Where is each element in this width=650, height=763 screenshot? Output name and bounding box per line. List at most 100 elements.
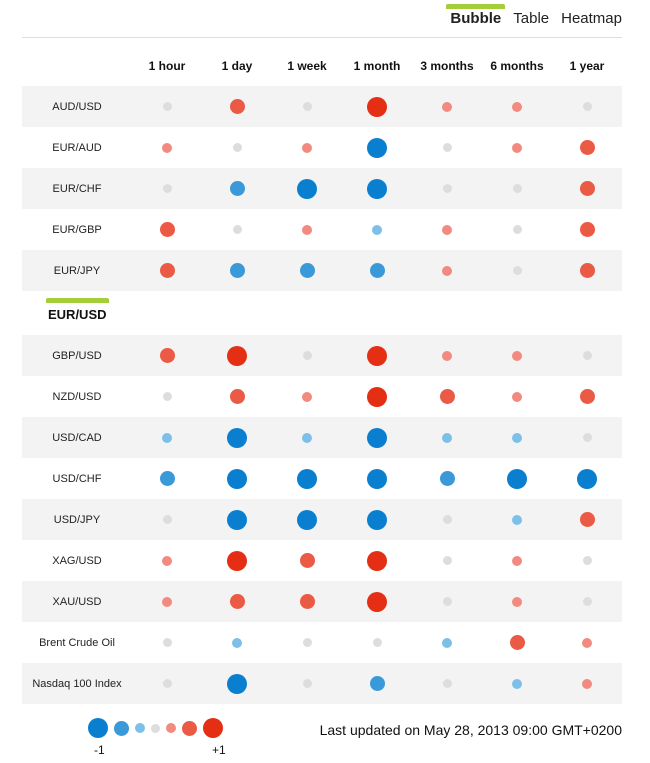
correlation-bubble-xag-usd-1-day[interactable]: [227, 550, 247, 571]
correlation-bubble-eur-gbp-6-months[interactable]: [512, 225, 522, 234]
correlation-bubble-brent-crude-oil-1-year[interactable]: [582, 637, 592, 648]
correlation-bubble-brent-crude-oil-1-month[interactable]: [372, 638, 382, 647]
correlation-bubble-nzd-usd-1-week[interactable]: [302, 391, 312, 402]
correlation-bubble-eur-chf-1-week[interactable]: [297, 178, 317, 199]
correlation-bubble-aud-usd-6-months[interactable]: [512, 101, 522, 112]
pair-label[interactable]: EUR/AUD: [52, 141, 102, 154]
column-6-months[interactable]: 6 months: [490, 59, 544, 73]
correlation-bubble-xau-usd-1-year[interactable]: [582, 597, 592, 606]
correlation-bubble-eur-aud-1-hour[interactable]: [162, 142, 172, 153]
correlation-bubble-usd-cad-1-month[interactable]: [367, 427, 387, 448]
correlation-bubble-usd-jpy-1-month[interactable]: [367, 509, 387, 530]
correlation-bubble-usd-jpy-1-day[interactable]: [227, 509, 247, 530]
correlation-bubble-eur-jpy-1-month[interactable]: [369, 263, 385, 278]
correlation-bubble-eur-gbp-1-year[interactable]: [579, 222, 595, 237]
correlation-bubble-usd-chf-1-week[interactable]: [297, 468, 317, 489]
correlation-bubble-eur-gbp-3-months[interactable]: [442, 224, 452, 235]
correlation-bubble-usd-cad-3-months[interactable]: [442, 432, 452, 443]
correlation-bubble-gbp-usd-6-months[interactable]: [512, 350, 522, 361]
correlation-bubble-xau-usd-1-week[interactable]: [299, 594, 315, 609]
correlation-bubble-nzd-usd-6-months[interactable]: [512, 391, 522, 402]
correlation-bubble-gbp-usd-1-year[interactable]: [582, 351, 592, 360]
correlation-bubble-nzd-usd-1-month[interactable]: [367, 386, 387, 407]
correlation-bubble-eur-jpy-3-months[interactable]: [442, 265, 452, 276]
correlation-bubble-eur-chf-1-day[interactable]: [229, 181, 245, 196]
correlation-bubble-xag-usd-1-week[interactable]: [299, 553, 315, 568]
correlation-bubble-eur-gbp-1-week[interactable]: [302, 224, 312, 235]
correlation-bubble-aud-usd-1-year[interactable]: [582, 102, 592, 111]
pair-label[interactable]: GBP/USD: [52, 349, 102, 362]
column-1-hour[interactable]: 1 hour: [148, 59, 186, 73]
column-1-week[interactable]: 1 week: [287, 59, 327, 73]
correlation-bubble-usd-chf-3-months[interactable]: [439, 471, 455, 486]
correlation-bubble-aud-usd-3-months[interactable]: [442, 101, 452, 112]
pair-label[interactable]: USD/CAD: [52, 431, 102, 444]
correlation-bubble-eur-aud-1-week[interactable]: [302, 142, 312, 153]
correlation-bubble-xau-usd-1-hour[interactable]: [162, 596, 172, 607]
correlation-bubble-usd-chf-6-months[interactable]: [507, 468, 527, 489]
correlation-bubble-usd-cad-1-day[interactable]: [227, 427, 247, 448]
correlation-bubble-xau-usd-1-day[interactable]: [229, 594, 245, 609]
correlation-bubble-gbp-usd-1-day[interactable]: [227, 345, 247, 366]
correlation-bubble-eur-aud-3-months[interactable]: [442, 143, 452, 152]
correlation-bubble-aud-usd-1-day[interactable]: [229, 99, 245, 114]
correlation-bubble-eur-chf-3-months[interactable]: [442, 184, 452, 193]
correlation-bubble-eur-chf-6-months[interactable]: [512, 184, 522, 193]
correlation-bubble-usd-chf-1-day[interactable]: [227, 468, 247, 489]
correlation-bubble-nasdaq-100-index-1-year[interactable]: [582, 678, 592, 689]
pair-label[interactable]: USD/JPY: [53, 513, 101, 526]
correlation-bubble-aud-usd-1-week[interactable]: [302, 102, 312, 111]
correlation-bubble-eur-jpy-6-months[interactable]: [512, 266, 522, 275]
column-1-month[interactable]: 1 month: [353, 59, 401, 73]
correlation-bubble-nasdaq-100-index-1-month[interactable]: [369, 676, 385, 691]
correlation-bubble-brent-crude-oil-6-months[interactable]: [509, 635, 525, 650]
correlation-bubble-usd-jpy-1-week[interactable]: [297, 509, 317, 530]
correlation-bubble-usd-jpy-1-year[interactable]: [579, 512, 595, 527]
column-1-year[interactable]: 1 year: [569, 59, 605, 73]
pair-label[interactable]: EUR/CHF: [52, 182, 102, 195]
correlation-bubble-usd-jpy-3-months[interactable]: [442, 515, 452, 524]
correlation-bubble-brent-crude-oil-1-week[interactable]: [302, 638, 312, 647]
pair-label[interactable]: XAU/USD: [52, 595, 102, 608]
column-1-day[interactable]: 1 day: [221, 59, 253, 73]
correlation-bubble-gbp-usd-1-hour[interactable]: [159, 348, 175, 363]
correlation-bubble-nzd-usd-1-day[interactable]: [229, 389, 245, 404]
correlation-bubble-gbp-usd-1-month[interactable]: [367, 345, 387, 366]
correlation-bubble-eur-gbp-1-day[interactable]: [232, 225, 242, 234]
correlation-bubble-usd-cad-1-week[interactable]: [302, 432, 312, 443]
correlation-bubble-eur-chf-1-hour[interactable]: [162, 184, 172, 193]
correlation-bubble-gbp-usd-1-week[interactable]: [302, 351, 312, 360]
correlation-bubble-nasdaq-100-index-1-day[interactable]: [227, 673, 247, 694]
correlation-bubble-eur-chf-1-month[interactable]: [367, 178, 387, 199]
correlation-bubble-brent-crude-oil-3-months[interactable]: [442, 637, 452, 648]
correlation-bubble-xag-usd-3-months[interactable]: [442, 556, 452, 565]
correlation-bubble-nzd-usd-3-months[interactable]: [439, 389, 455, 404]
correlation-bubble-eur-gbp-1-month[interactable]: [372, 224, 382, 235]
correlation-bubble-eur-aud-1-month[interactable]: [367, 137, 387, 158]
correlation-bubble-eur-aud-1-day[interactable]: [232, 143, 242, 152]
correlation-bubble-brent-crude-oil-1-day[interactable]: [232, 637, 242, 648]
correlation-bubble-eur-jpy-1-hour[interactable]: [159, 263, 175, 278]
correlation-bubble-nzd-usd-1-hour[interactable]: [162, 392, 172, 401]
correlation-bubble-eur-jpy-1-year[interactable]: [579, 263, 595, 278]
correlation-bubble-brent-crude-oil-1-hour[interactable]: [162, 638, 172, 647]
correlation-bubble-usd-chf-1-year[interactable]: [577, 468, 597, 489]
correlation-bubble-nzd-usd-1-year[interactable]: [579, 389, 595, 404]
base-currency-label[interactable]: EUR/USD: [46, 298, 109, 322]
correlation-bubble-xag-usd-6-months[interactable]: [512, 555, 522, 566]
correlation-bubble-aud-usd-1-hour[interactable]: [162, 102, 172, 111]
pair-label[interactable]: EUR/JPY: [53, 264, 101, 277]
correlation-bubble-eur-chf-1-year[interactable]: [579, 181, 595, 196]
correlation-bubble-xau-usd-3-months[interactable]: [442, 597, 452, 606]
correlation-bubble-usd-cad-1-year[interactable]: [582, 433, 592, 442]
tab-table[interactable]: Table: [513, 10, 550, 27]
tab-heatmap[interactable]: Heatmap: [561, 10, 622, 27]
pair-label[interactable]: Brent Crude Oil: [39, 636, 115, 649]
correlation-bubble-xau-usd-6-months[interactable]: [512, 596, 522, 607]
correlation-bubble-eur-aud-1-year[interactable]: [579, 140, 595, 155]
correlation-bubble-eur-gbp-1-hour[interactable]: [159, 222, 175, 237]
correlation-bubble-usd-jpy-1-hour[interactable]: [162, 515, 172, 524]
pair-label[interactable]: AUD/USD: [52, 100, 102, 113]
correlation-bubble-xau-usd-1-month[interactable]: [367, 591, 387, 612]
correlation-bubble-nasdaq-100-index-6-months[interactable]: [512, 678, 522, 689]
